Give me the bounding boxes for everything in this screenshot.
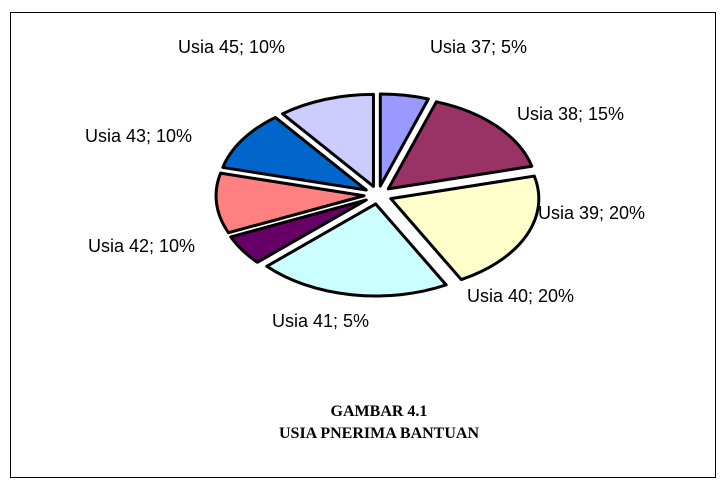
pie-slice (389, 174, 541, 282)
pie-slice (378, 92, 430, 188)
slice-label: Usia 42; 10% (88, 236, 195, 256)
slice-label: Usia 37; 5% (430, 37, 527, 57)
slice-label: Usia 41; 5% (272, 311, 369, 331)
pie-slice (281, 92, 375, 188)
pie-slice (386, 100, 534, 191)
pie-slice (214, 171, 366, 235)
slice-label: Usia 45; 10% (178, 37, 285, 57)
pie-slice (221, 115, 368, 192)
caption-line: USIA PNERIMA BANTUAN (279, 425, 479, 442)
caption-line: GAMBAR 4.1 (331, 403, 428, 420)
slice-label: Usia 40; 20% (467, 286, 574, 306)
pie-slice (229, 198, 368, 264)
pie-slice (265, 202, 448, 298)
slice-label: Usia 39; 20% (538, 203, 645, 223)
slice-label: Usia 38; 15% (517, 104, 624, 124)
slice-label: Usia 43; 10% (85, 126, 192, 146)
